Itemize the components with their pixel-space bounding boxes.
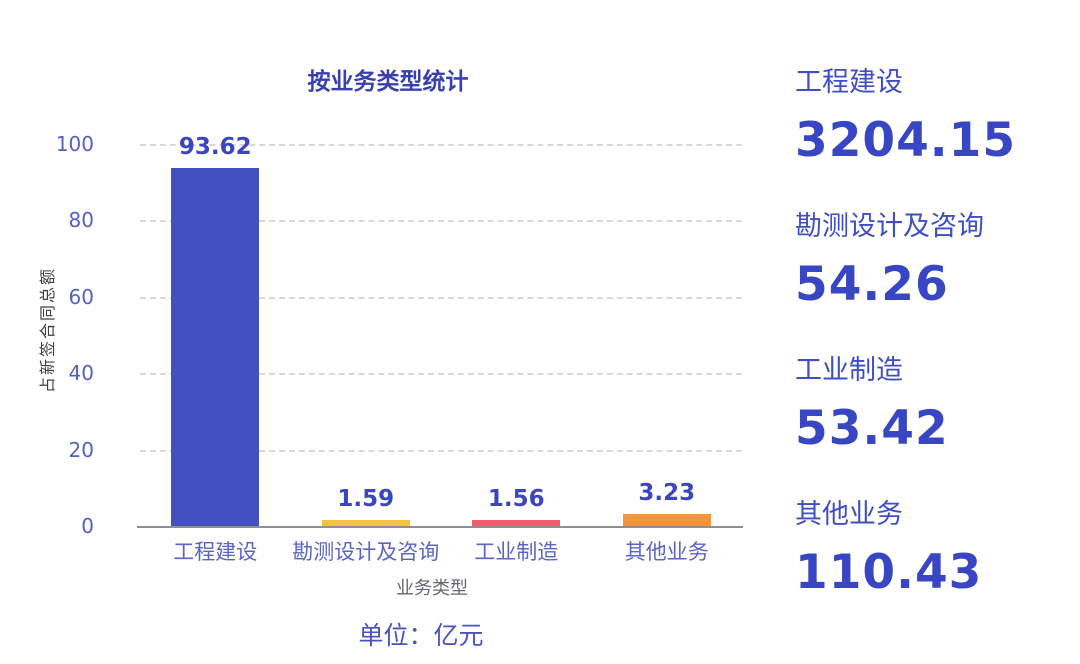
stat-label: 勘测设计及咨询	[795, 211, 984, 242]
y-tick-label: 100	[55, 132, 94, 156]
stat-item: 工程建设 3204.15	[795, 60, 1075, 168]
bar-chart: 按业务类型统计 占新签合同总额 0 20 40 60 80 100 93.62 工程建设 1.5…	[38, 69, 743, 650]
bar-value-label: 3.23	[638, 479, 696, 506]
x-category-label: 工业制造	[474, 540, 559, 564]
stats-panel: 工程建设 3204.15 勘测设计及咨询 54.26 工业制造 53.42 其他…	[795, 60, 1075, 636]
stat-label: 工业制造	[795, 355, 903, 386]
stat-label: 其他业务	[795, 499, 903, 530]
y-tick-label: 0	[81, 514, 94, 538]
gridline	[140, 449, 742, 452]
stat-item: 工业制造 53.42	[795, 348, 1075, 456]
stat-value: 54.26	[795, 257, 949, 312]
bar-1	[171, 168, 260, 526]
bar-2	[321, 519, 410, 526]
unit-note: 单位：亿元	[358, 621, 484, 650]
y-tick-label: 60	[68, 284, 94, 309]
chart-title: 按业务类型统计	[307, 69, 469, 95]
bar-value-label: 1.59	[337, 485, 395, 512]
plot-area: 0 20 40 60 80 100 93.62 工程建设 1.59 勘测设计及咨询 1.56 工业制造…	[56, 132, 743, 564]
gridline	[140, 296, 742, 299]
y-tick-label: 20	[68, 437, 94, 462]
stat-value: 53.42	[795, 401, 949, 456]
bar-value-label: 1.56	[487, 486, 545, 513]
x-category-label: 其他业务	[624, 540, 709, 564]
y-tick-label: 80	[68, 208, 94, 233]
x-axis-line	[137, 526, 743, 528]
stat-value: 3204.15	[795, 113, 1017, 168]
stat-item: 其他业务 110.43	[795, 492, 1075, 600]
x-axis-title: 业务类型	[396, 578, 468, 599]
stat-item: 勘测设计及咨询 54.26	[795, 204, 1075, 312]
bar-4	[622, 513, 711, 526]
stat-label: 工程建设	[795, 67, 903, 98]
stat-value: 110.43	[795, 545, 983, 600]
y-tick-label: 40	[68, 361, 94, 386]
x-category-label: 工程建设	[173, 540, 258, 564]
bar-value-label: 93.62	[178, 134, 252, 161]
x-category-label: 勘测设计及咨询	[292, 540, 440, 564]
gridline	[140, 144, 742, 146]
bar-3	[472, 520, 561, 526]
gridline	[140, 373, 742, 376]
gridline	[140, 220, 742, 223]
